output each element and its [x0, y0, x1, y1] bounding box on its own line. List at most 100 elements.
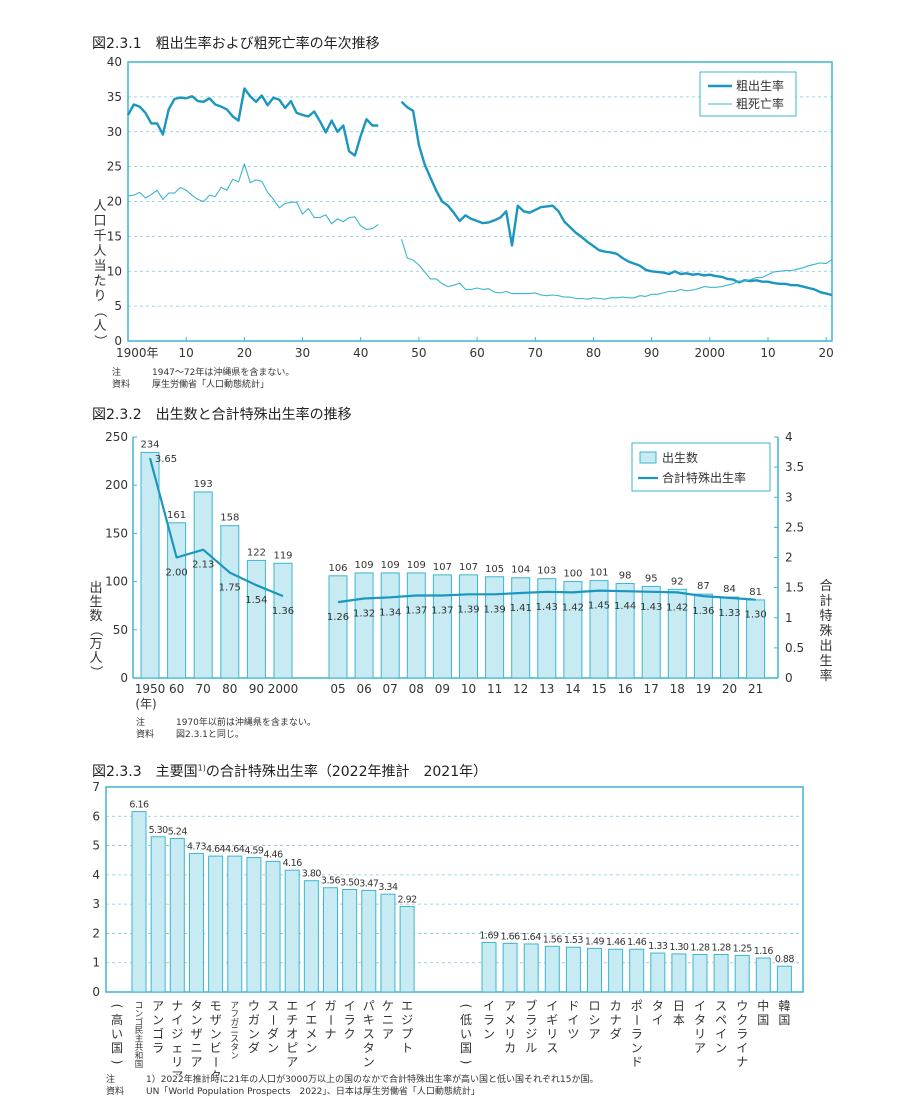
x-tick-label: 70 — [528, 346, 543, 360]
figure3-title: 図2.3.3 主要国1)の合計特殊出生率（2022年推計 2021年） — [92, 761, 487, 781]
left-tick-label: 50 — [113, 623, 128, 637]
y-tick-label: 5 — [92, 839, 100, 853]
high-country-country-label-char: ク — [344, 1027, 356, 1041]
low-country-country-label-char: ン — [483, 1027, 495, 1041]
low-country-country-label-char: ナ — [736, 1055, 748, 1069]
birth-count-bar — [511, 577, 531, 679]
low-country-country-label-char: イ — [546, 999, 558, 1013]
high-country-value-label: 2.92 — [398, 894, 418, 905]
x-tick-label: 40 — [353, 346, 368, 360]
high-country-bar — [188, 852, 204, 993]
low-country-value-label: 1.66 — [501, 931, 521, 942]
fertility-rate-label: 1.39 — [483, 604, 505, 615]
x-tick-label: 30 — [295, 346, 310, 360]
left-axis-label-char: 数 — [89, 609, 102, 624]
figure3-title-main: 図2.3.3 主要国 — [92, 764, 198, 780]
low-country-bar — [692, 954, 708, 993]
left-axis-label-char: 万 — [89, 637, 102, 652]
high-country-country-label-char: ン — [152, 1013, 164, 1027]
low-country-bar — [734, 954, 750, 993]
left-axis-label-char: ） — [88, 665, 103, 678]
high-country-bar — [361, 889, 377, 993]
fertility-rate-label: 1.34 — [379, 607, 401, 618]
fertility-rate-label: 1.37 — [405, 605, 427, 616]
group-label-high-char: い — [111, 1027, 123, 1041]
high-country-country-label: モザンビーク — [209, 999, 223, 1075]
high-country-country-label-char: オ — [286, 1027, 298, 1041]
x-tick-label: 1900年 — [116, 346, 159, 360]
birth-count-bar — [563, 581, 583, 679]
birth-count-label: 109 — [355, 560, 374, 571]
low-country-country-label-char: ジ — [525, 1027, 537, 1041]
left-tick-label: 200 — [105, 478, 128, 492]
low-country-value-label: 1.49 — [585, 936, 605, 947]
high-country-country-label-char: ニ — [230, 1026, 239, 1036]
high-country-country-label-char: ケ — [382, 999, 394, 1013]
high-country-country-label-char: ン — [267, 1041, 279, 1055]
y-axis-label-char: 当 — [93, 259, 106, 274]
y-tick-label: 2 — [92, 926, 100, 940]
y-tick-label: 10 — [107, 264, 122, 278]
fertility-rate-label: 2.00 — [165, 568, 187, 579]
birth-count-bar — [140, 451, 160, 679]
x-tick-label: 10 — [760, 346, 775, 360]
category-label: 11 — [487, 682, 502, 696]
low-country-country-label: 中国 — [757, 998, 769, 1027]
right-axis-label-char: 率 — [819, 668, 832, 684]
high-country-value-label: 5.30 — [149, 825, 169, 836]
low-country-value-label: 1.64 — [522, 932, 542, 943]
death-rate-line — [400, 239, 833, 300]
figure3-source-text: UN「World Population Prospects 2022」、日本は厚… — [146, 1087, 480, 1097]
legend-label: 合計特殊出生率 — [662, 470, 746, 485]
high-country-country-label-char: ザ — [190, 1027, 202, 1041]
low-country-country-label-char: ラ — [525, 1013, 537, 1027]
high-country-bar — [208, 855, 224, 993]
high-country-country-label-char: フ — [230, 1009, 239, 1019]
right-tick-label: 3.5 — [785, 460, 804, 474]
birth-count-label: 98 — [619, 571, 632, 582]
low-country-country-label: 韓国 — [778, 999, 790, 1027]
right-tick-label: 2.5 — [785, 520, 804, 534]
fertility-rate-label: 1.41 — [510, 603, 532, 614]
y-tick-label: 20 — [107, 195, 122, 209]
high-country-country-label-char: ア — [190, 1055, 202, 1069]
y-axis-label-char: り — [93, 289, 106, 304]
low-country-value-label: 1.46 — [606, 937, 626, 948]
birth-count-bar — [667, 588, 687, 679]
birth-count-label: 87 — [697, 581, 710, 592]
group-label-high: (高い国) — [110, 1004, 124, 1065]
low-country-bar — [755, 957, 771, 993]
birth-count-label: 95 — [645, 573, 658, 584]
figure3-chart: 012345676.16コンゴ民主共和国5.30アンゴラ5.24ナイジェリア4.… — [92, 780, 804, 1075]
birth-count-bar — [167, 522, 187, 679]
high-country-bar — [380, 893, 396, 993]
group-label-low: (低い国) — [459, 1004, 473, 1065]
birth-count-label: 106 — [328, 563, 347, 574]
low-country-country-label: カナダ — [610, 999, 622, 1041]
low-country-value-label: 0.88 — [775, 954, 795, 965]
legend-label: 粗死亡率 — [736, 96, 784, 111]
x-tick-label: 50 — [411, 346, 426, 360]
figure2-chart: 05010015020025000.511.522.533.54出生数（万人）合… — [88, 430, 833, 711]
high-country-country-label-char: ジ — [401, 1013, 413, 1027]
low-country-country-label-char: ウ — [736, 999, 748, 1013]
birth-count-label: 100 — [563, 569, 582, 580]
high-country-country-label-char: ア — [382, 1027, 394, 1041]
category-label: 90 — [249, 682, 264, 696]
fertility-rate-label: 1.26 — [327, 612, 349, 623]
figure2-note-text: 1970年以前は沖縄県を含まない。 — [176, 718, 316, 728]
legend-label: 粗出生率 — [736, 78, 784, 93]
left-axis-label-char: 出 — [89, 581, 102, 596]
high-country-country-label-char: ー — [324, 1014, 338, 1026]
low-country-country-label-char: ス — [715, 999, 727, 1013]
left-axis-label-char: 生 — [89, 595, 102, 610]
low-country-bar — [629, 948, 645, 993]
high-country-country-label-char: イ — [344, 999, 356, 1013]
low-country-country-label-char: ポ — [631, 999, 643, 1013]
figure3-source-label: 資料 — [106, 1087, 125, 1097]
